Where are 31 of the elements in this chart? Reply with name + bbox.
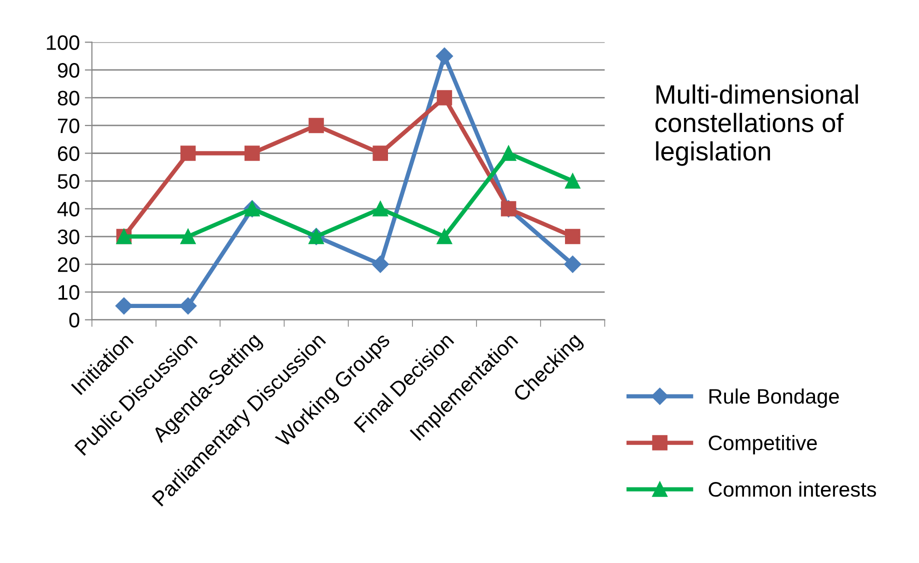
y-tick-label: 20 bbox=[58, 257, 80, 272]
y-tick-label: 30 bbox=[58, 230, 80, 244]
y-tick-label: 80 bbox=[58, 90, 80, 106]
legend-label: Competitive bbox=[708, 434, 817, 454]
point bbox=[180, 297, 197, 314]
point bbox=[308, 118, 324, 134]
point bbox=[436, 48, 454, 65]
point bbox=[180, 146, 196, 161]
legend-label: Common interests bbox=[708, 481, 876, 497]
point bbox=[565, 228, 580, 244]
text: Multi-dimensional constellations of legislation bbox=[655, 84, 858, 166]
point bbox=[115, 297, 132, 314]
point bbox=[436, 90, 452, 106]
y-tick-label: 10 bbox=[58, 285, 80, 300]
point bbox=[565, 173, 580, 189]
point bbox=[500, 146, 516, 161]
y-tick-label: 40 bbox=[57, 202, 80, 217]
y-tick-label: 100 bbox=[46, 35, 80, 50]
y-tick-label: 70 bbox=[58, 118, 80, 134]
y-tick-label: 0 bbox=[69, 312, 80, 328]
y-tick-label: 90 bbox=[58, 62, 80, 78]
y-tick-label: 60 bbox=[58, 146, 80, 162]
point bbox=[372, 201, 388, 216]
point bbox=[436, 228, 452, 244]
point bbox=[564, 256, 582, 273]
point bbox=[244, 146, 260, 161]
y-tick-label: 50 bbox=[58, 174, 80, 189]
point bbox=[372, 146, 388, 161]
point bbox=[180, 228, 196, 244]
point bbox=[372, 256, 389, 273]
legend-label: Rule Bondage bbox=[709, 388, 839, 408]
